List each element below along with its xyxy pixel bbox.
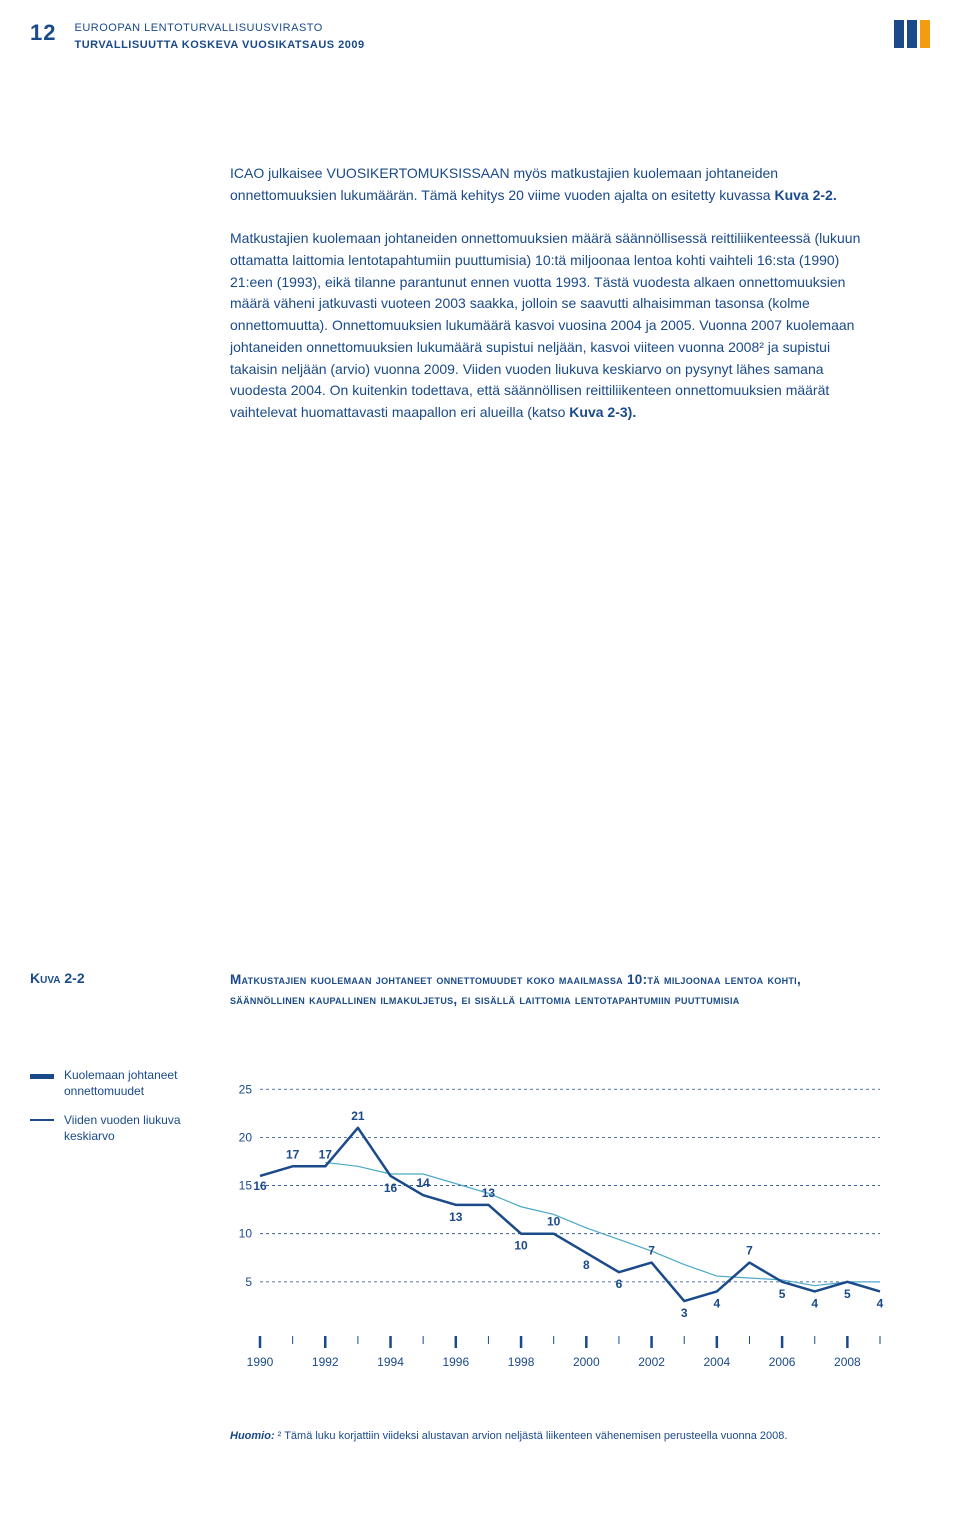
svg-text:7: 7 xyxy=(746,1244,753,1258)
svg-text:4: 4 xyxy=(811,1296,818,1310)
svg-text:5: 5 xyxy=(779,1287,786,1301)
svg-text:25: 25 xyxy=(239,1082,253,1096)
line-chart: 5 10 15 20 25 1990 1992 1994 1996 1998 2000 2002 200… xyxy=(230,1065,890,1375)
svg-text:10: 10 xyxy=(547,1215,561,1229)
svg-text:2000: 2000 xyxy=(573,1355,600,1369)
bar-blue xyxy=(907,20,917,48)
footnote: Huomio: ² Tämä luku korjattiin viideksi … xyxy=(230,1430,787,1442)
chart-area: 5 10 15 20 25 1990 1992 1994 1996 1998 2000 2002 200… xyxy=(230,1065,890,1375)
svg-text:10: 10 xyxy=(239,1227,253,1241)
svg-text:1996: 1996 xyxy=(442,1355,469,1369)
svg-text:17: 17 xyxy=(286,1147,300,1161)
page-header: 12 EUROOPAN LENTOTURVALLISUUSVIRASTO TUR… xyxy=(0,0,960,53)
svg-text:2002: 2002 xyxy=(638,1355,665,1369)
p1-text: ICAO julkaisee VUOSIKERTOMUKSISSAAN myös… xyxy=(230,165,778,203)
legend-text-2: Viiden vuoden liukuva keskiarvo xyxy=(64,1113,210,1144)
legend-item-data: Kuolemaan johtaneet onnettomuudet xyxy=(30,1068,210,1099)
header-line1: EUROOPAN LENTOTURVALLISUUSVIRASTO xyxy=(74,20,364,37)
svg-text:1998: 1998 xyxy=(508,1355,535,1369)
svg-text:1994: 1994 xyxy=(377,1355,404,1369)
chart-label: Kuva 2-2 xyxy=(30,970,85,986)
svg-text:16: 16 xyxy=(384,1181,398,1195)
svg-text:16: 16 xyxy=(253,1179,267,1193)
svg-text:3: 3 xyxy=(681,1306,688,1320)
footnote-label: Huomio: xyxy=(230,1430,275,1442)
bar-blue xyxy=(894,20,904,48)
paragraph-2: Matkustajien kuolemaan johtaneiden onnet… xyxy=(230,228,870,423)
svg-text:5: 5 xyxy=(844,1287,851,1301)
legend-swatch-thick xyxy=(30,1074,54,1079)
svg-text:13: 13 xyxy=(449,1210,463,1224)
p1-ref: Kuva 2-2. xyxy=(774,187,836,203)
svg-text:10: 10 xyxy=(514,1239,528,1253)
legend-text-1: Kuolemaan johtaneet onnettomuudet xyxy=(64,1068,210,1099)
body-text: ICAO julkaisee VUOSIKERTOMUKSISSAAN myös… xyxy=(230,163,870,424)
svg-text:1990: 1990 xyxy=(247,1355,274,1369)
svg-text:2008: 2008 xyxy=(834,1355,861,1369)
p2-ref: Kuva 2-3). xyxy=(569,404,636,420)
paragraph-1: ICAO julkaisee VUOSIKERTOMUKSISSAAN myös… xyxy=(230,163,870,206)
svg-text:13: 13 xyxy=(482,1186,496,1200)
page-number: 12 xyxy=(30,20,56,46)
svg-text:17: 17 xyxy=(319,1147,333,1161)
bar-orange xyxy=(920,20,930,48)
svg-text:4: 4 xyxy=(713,1296,720,1310)
svg-text:1992: 1992 xyxy=(312,1355,339,1369)
header-line2: TURVALLISUUTTA KOSKEVA VUOSIKATSAUS 2009 xyxy=(74,37,364,54)
legend-item-avg: Viiden vuoden liukuva keskiarvo xyxy=(30,1113,210,1144)
legend-swatch-thin xyxy=(30,1119,54,1121)
svg-text:4: 4 xyxy=(877,1296,884,1310)
header-decoration xyxy=(894,20,930,48)
svg-text:2006: 2006 xyxy=(769,1355,796,1369)
svg-text:20: 20 xyxy=(239,1130,253,1144)
chart-legend: Kuolemaan johtaneet onnettomuudet Viiden… xyxy=(30,1068,210,1158)
svg-text:21: 21 xyxy=(351,1109,365,1123)
svg-text:2004: 2004 xyxy=(703,1355,730,1369)
svg-text:14: 14 xyxy=(416,1176,430,1190)
svg-text:5: 5 xyxy=(245,1275,252,1289)
svg-text:15: 15 xyxy=(239,1179,253,1193)
footnote-text: ² Tämä luku korjattiin viideksi alustava… xyxy=(278,1430,788,1442)
p2-text: Matkustajien kuolemaan johtaneiden onnet… xyxy=(230,230,860,420)
svg-text:7: 7 xyxy=(648,1244,655,1258)
header-text: EUROOPAN LENTOTURVALLISUUSVIRASTO TURVAL… xyxy=(74,20,364,53)
svg-text:6: 6 xyxy=(616,1277,623,1291)
svg-text:8: 8 xyxy=(583,1258,590,1272)
chart-title: Matkustajien kuolemaan johtaneet onnetto… xyxy=(230,970,870,1011)
